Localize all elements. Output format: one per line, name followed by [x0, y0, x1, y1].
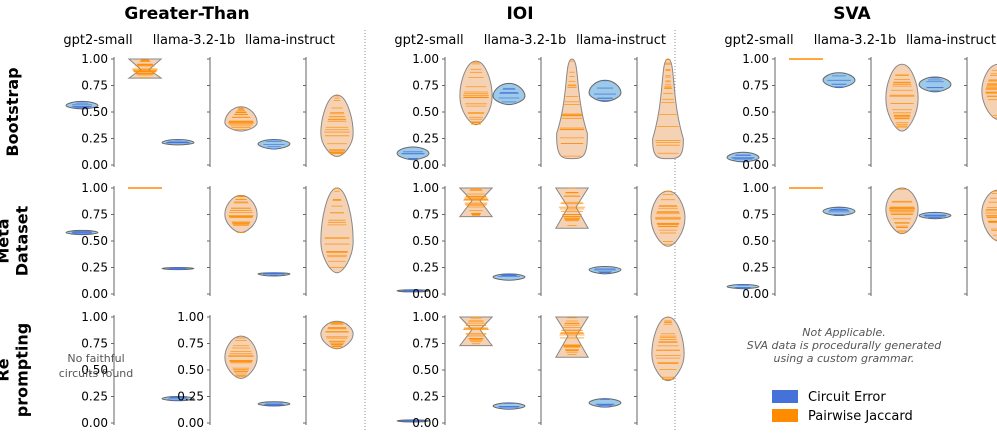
y-tick-label-ioi-gpt2-small-meta-3: 0.75: [412, 208, 439, 222]
y-tick-label-gt-gpt2-small-reprompt-3: 0.75: [81, 337, 108, 351]
violin-pairwise-jaccard-ioi-gpt2-small-bootstrap: [459, 60, 493, 126]
model-title-sva-llama-3.2-1b: llama-3.2-1b: [814, 33, 896, 48]
y-tick-label-ioi-gpt2-small-meta-0: 0.00: [412, 287, 439, 301]
y-tick-label-gt-gpt2-small-reprompt-0: 0.00: [81, 416, 108, 430]
legend-swatch-pairwise-jaccard: [772, 409, 798, 422]
y-tick-label-gt-llama-3.2-1b-reprompt-2: 0.50: [177, 363, 204, 377]
y-tick-label-gt-gpt2-small-reprompt-1: 0.25: [81, 390, 108, 404]
violin-pairwise-jaccard-sva-llama-3.2-1b-bootstrap: [885, 63, 919, 132]
note-sva-reprompting: SVA data is procedurally generated: [747, 339, 943, 352]
model-title-ioi-gpt2-small: gpt2-small: [394, 33, 463, 48]
task-titles: Greater-Than IOI SVA: [124, 4, 871, 24]
note-gt-reprompting: No faithful: [67, 352, 124, 365]
y-tick-label-sva-gpt2-small-meta-4: 1.00: [742, 181, 769, 195]
y-tick-label-ioi-gpt2-small-reprompt-2: 0.50: [412, 363, 439, 377]
y-tick-label-gt-gpt2-small-meta-2: 0.50: [81, 234, 108, 248]
model-title-ioi-llama-3.2-1b: llama-3.2-1b: [484, 33, 566, 48]
y-tick-label-ioi-gpt2-small-bootstrap-1: 0.25: [412, 132, 439, 146]
y-tick-label-ioi-gpt2-small-meta-4: 1.00: [412, 181, 439, 195]
y-tick-label-gt-llama-3.2-1b-reprompt-4: 1.00: [177, 310, 204, 324]
legend-label-pairwise-jaccard: Pairwise Jaccard: [808, 409, 913, 424]
model-title-sva-gpt2-small: gpt2-small: [724, 33, 793, 48]
y-tick-label-gt-llama-3.2-1b-reprompt-1: 0.25: [177, 390, 204, 404]
violin-pairwise-jaccard-gt-llama-3.2-1b-bootstrap: [224, 106, 258, 132]
y-tick-label-gt-gpt2-small-meta-0: 0.00: [81, 287, 108, 301]
task-title-greater-than: Greater-Than: [124, 4, 249, 24]
model-title-gt-gpt2-small: gpt2-small: [63, 33, 132, 48]
violin-pairwise-jaccard-ioi-gpt2-small-meta: [458, 187, 494, 218]
row-label-meta: Meta: [0, 218, 13, 263]
label-layer: Bootstrap Meta Dataset Re prompting gpt2-smal…: [0, 33, 996, 430]
violin-pairwise-jaccard-gt-llama-instruct-bootstrap: [320, 94, 354, 158]
violin-layer: [65, 58, 997, 423]
y-tick-label-gt-gpt2-small-reprompt-2: 0.50: [81, 363, 108, 377]
violin-pairwise-jaccard-gt-llama-instruct-meta: [320, 187, 354, 274]
y-tick-label-sva-gpt2-small-bootstrap-3: 0.75: [742, 79, 769, 93]
y-tick-label-gt-gpt2-small-meta-1: 0.25: [81, 261, 108, 275]
y-tick-label-gt-gpt2-small-bootstrap-1: 0.25: [81, 132, 108, 146]
y-tick-label-gt-gpt2-small-bootstrap-0: 0.00: [81, 158, 108, 172]
note-sva-reprompting: using a custom grammar.: [774, 352, 915, 365]
y-tick-label-sva-gpt2-small-meta-3: 0.75: [742, 208, 769, 222]
violin-circuit-error-sva-llama-instruct-bootstrap: [918, 76, 952, 93]
violin-circuit-error-ioi-llama-3.2-1b-bootstrap: [492, 82, 526, 106]
y-tick-label-gt-gpt2-small-bootstrap-2: 0.50: [81, 105, 108, 119]
y-tick-label-ioi-gpt2-small-meta-1: 0.25: [412, 261, 439, 275]
y-tick-label-ioi-gpt2-small-reprompt-1: 0.25: [412, 390, 439, 404]
y-tick-label-sva-gpt2-small-bootstrap-4: 1.00: [742, 52, 769, 66]
y-tick-label-gt-gpt2-small-reprompt-4: 1.00: [81, 310, 108, 324]
legend: Circuit Error Pairwise Jaccard: [772, 390, 913, 424]
row-label-reprompt: prompting: [13, 323, 32, 417]
model-title-gt-llama-3.2-1b: llama-3.2-1b: [153, 33, 235, 48]
violin-pairwise-jaccard-ioi-llama-instruct-reprompt: [651, 316, 685, 382]
violin-circuit-error-gt-llama-instruct-reprompt: [257, 401, 291, 407]
legend-swatch-circuit-error: [772, 390, 798, 403]
y-tick-label-ioi-gpt2-small-bootstrap-4: 1.00: [412, 52, 439, 66]
y-tick-label-sva-gpt2-small-bootstrap-2: 0.50: [742, 105, 769, 119]
row-label-bootstrap: Bootstrap: [3, 67, 22, 156]
model-title-gt-llama-instruct: llama-instruct: [245, 33, 335, 48]
y-tick-label-sva-gpt2-small-meta-0: 0.00: [742, 287, 769, 301]
violin-pairwise-jaccard-ioi-gpt2-small-reprompt: [458, 316, 494, 347]
row-label-meta: Dataset: [13, 205, 32, 276]
legend-label-circuit-error: Circuit Error: [808, 390, 886, 405]
y-tick-label-sva-gpt2-small-bootstrap-0: 0.00: [742, 158, 769, 172]
note-gt-reprompting: circuits found: [59, 367, 134, 380]
y-tick-label-ioi-gpt2-small-bootstrap-2: 0.50: [412, 105, 439, 119]
y-tick-label-gt-gpt2-small-bootstrap-4: 1.00: [81, 52, 108, 66]
y-tick-label-gt-gpt2-small-bootstrap-3: 0.75: [81, 79, 108, 93]
y-tick-label-ioi-gpt2-small-meta-2: 0.50: [412, 234, 439, 248]
y-tick-label-sva-gpt2-small-bootstrap-1: 0.25: [742, 132, 769, 146]
y-tick-label-sva-gpt2-small-meta-2: 0.50: [742, 234, 769, 248]
violin-pairwise-jaccard-gt-llama-3.2-1b-meta: [224, 194, 258, 234]
row-label-reprompt: Re: [0, 358, 13, 381]
violin-pairwise-jaccard-ioi-llama-instruct-bootstrap: [652, 58, 684, 160]
violin-pairwise-jaccard-ioi-llama-3.2-1b-meta: [554, 187, 590, 229]
task-title-sva: SVA: [833, 4, 871, 24]
note-sva-reprompting: Not Applicable.: [802, 326, 885, 339]
model-title-sva-llama-instruct: llama-instruct: [906, 33, 996, 48]
y-tick-label-gt-llama-3.2-1b-reprompt-0: 0.00: [177, 416, 204, 430]
y-tick-label-ioi-gpt2-small-reprompt-0: 0.00: [412, 416, 439, 430]
y-tick-label-sva-gpt2-small-meta-1: 0.25: [742, 261, 769, 275]
model-title-ioi-llama-instruct: llama-instruct: [576, 33, 666, 48]
y-tick-label-gt-llama-3.2-1b-reprompt-3: 0.75: [177, 337, 204, 351]
y-tick-label-ioi-gpt2-small-reprompt-3: 0.75: [412, 337, 439, 351]
y-tick-label-ioi-gpt2-small-bootstrap-0: 0.00: [412, 158, 439, 172]
y-tick-label-ioi-gpt2-small-bootstrap-3: 0.75: [412, 79, 439, 93]
y-tick-label-gt-gpt2-small-meta-3: 0.75: [81, 208, 108, 222]
y-tick-label-ioi-gpt2-small-reprompt-4: 1.00: [412, 310, 439, 324]
y-tick-label-gt-gpt2-small-meta-4: 1.00: [81, 181, 108, 195]
task-title-ioi: IOI: [506, 4, 533, 24]
violin-circuit-error-ioi-llama-instruct-bootstrap: [588, 79, 622, 102]
violin-pairwise-jaccard-ioi-llama-3.2-1b-bootstrap: [556, 58, 588, 160]
